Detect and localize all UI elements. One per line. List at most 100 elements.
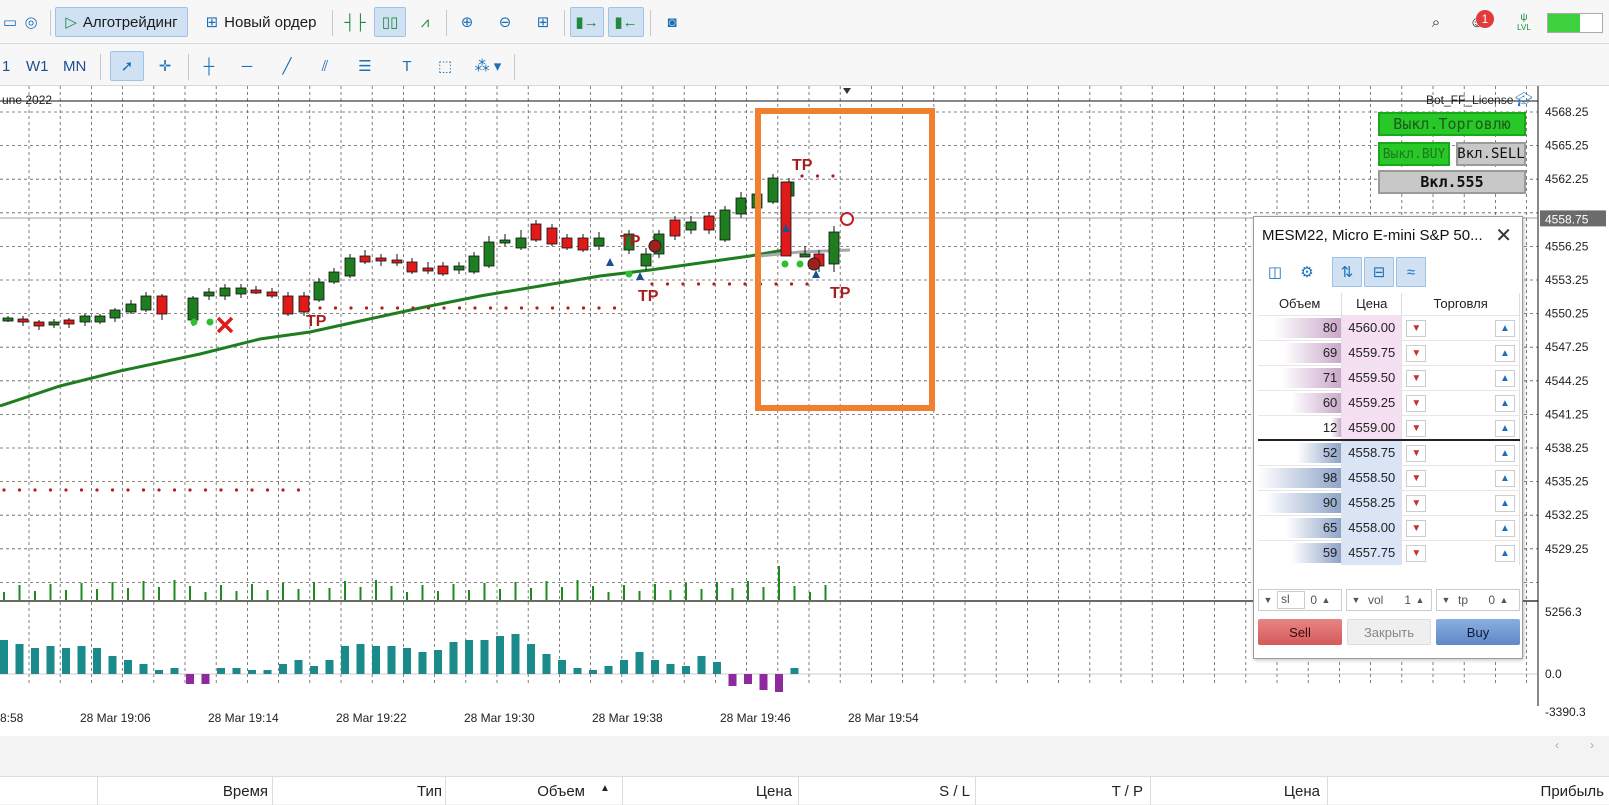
off-trading-button[interactable]: Выкл.Торговлю	[1378, 112, 1526, 136]
cursor-icon[interactable]: ➚	[110, 51, 144, 81]
time-column-header[interactable]: Время	[222, 783, 268, 800]
close-position-button[interactable]: Закрыть	[1347, 619, 1431, 645]
bid-row[interactable]: 98 4558.50 ▼ ▲	[1258, 464, 1520, 490]
horizontal-line-icon[interactable]: ─	[241, 57, 253, 75]
volume-column-header[interactable]: Объем	[537, 783, 585, 800]
up-arrow-icon[interactable]: ▲	[1415, 595, 1425, 605]
down-arrow-icon[interactable]: ▼	[1441, 595, 1451, 605]
price-cell[interactable]: 4558.25	[1341, 489, 1403, 515]
bid-row[interactable]: 65 4558.00 ▼ ▲	[1258, 514, 1520, 540]
connection-strength-bar[interactable]	[1547, 13, 1603, 33]
close-icon[interactable]: ✕	[1495, 225, 1512, 247]
tp-spinner[interactable]: ▼ tp 0 ▲	[1436, 589, 1520, 611]
buy-limit-icon[interactable]: ▲	[1495, 445, 1515, 462]
price-cell[interactable]: 4559.75	[1341, 339, 1403, 365]
bid-row[interactable]: 59 4557.75 ▼ ▲	[1258, 539, 1520, 565]
partial-icon[interactable]: ▭	[2, 14, 18, 31]
search-icon[interactable]: ⌕	[1431, 13, 1441, 31]
sl-value[interactable]: 0	[1310, 593, 1317, 607]
scroll-right-icon[interactable]: ›	[1590, 738, 1594, 752]
profit-column-header[interactable]: Прибыль	[1540, 783, 1604, 800]
sell-limit-icon[interactable]: ▼	[1406, 445, 1427, 462]
ticks-icon[interactable]: ⚙	[1300, 264, 1314, 281]
zoom-out-icon[interactable]: ⊖	[498, 14, 512, 31]
sell-limit-icon[interactable]: ▼	[1406, 394, 1427, 412]
chart-shift-icon[interactable]: ▮←	[608, 7, 644, 37]
volume-spinner[interactable]: ▼ vol 1 ▲	[1346, 589, 1432, 611]
grid-icon[interactable]: ⊞	[536, 14, 550, 31]
channel-icon[interactable]: ⫽	[321, 57, 329, 75]
vertical-line-icon[interactable]: ┼	[203, 57, 215, 75]
reverse-icon[interactable]: ⇅	[1332, 257, 1362, 287]
crosshair-icon[interactable]: ✛	[158, 58, 172, 75]
ask-row[interactable]: 80 4560.00 ▼ ▲	[1258, 314, 1520, 340]
buy-limit-icon[interactable]: ▲	[1495, 369, 1515, 387]
down-arrow-icon[interactable]: ▼	[1263, 595, 1273, 605]
price-cell[interactable]: 4559.00	[1341, 414, 1403, 440]
sell-limit-icon[interactable]: ▼	[1406, 494, 1427, 512]
price-column-header[interactable]: Цена	[755, 783, 792, 800]
sell-limit-icon[interactable]: ▼	[1406, 319, 1427, 337]
tp-value[interactable]: 0	[1488, 593, 1495, 607]
line-chart-icon[interactable]: ⩘	[420, 13, 430, 31]
ask-row[interactable]: 12 4559.00 ▼ ▲	[1258, 414, 1520, 440]
sl-column-header[interactable]: S / L	[939, 783, 970, 800]
buy-limit-icon[interactable]: ▲	[1495, 519, 1515, 537]
price-cell[interactable]: 4560.00	[1341, 314, 1403, 340]
ask-row[interactable]: 60 4559.25 ▼ ▲	[1258, 389, 1520, 415]
signals-icon[interactable]: ◎	[24, 14, 38, 31]
price-cell[interactable]: 4557.75	[1341, 539, 1403, 565]
price-cell[interactable]: 4559.25	[1341, 389, 1403, 415]
horizontal-scrollbar[interactable]: ‹ ›	[0, 736, 1609, 758]
type-column-header[interactable]: Тип	[416, 783, 442, 800]
timeframe-w1[interactable]: W1	[26, 57, 49, 75]
up-arrow-icon[interactable]: ▲	[1499, 595, 1509, 605]
sell-button[interactable]: Sell	[1258, 619, 1342, 645]
buy-limit-icon[interactable]: ▲	[1495, 469, 1515, 487]
screenshot-icon[interactable]: ◙	[667, 13, 677, 31]
timeframe-1[interactable]: 1	[2, 57, 11, 75]
price-cell[interactable]: 4558.75	[1341, 439, 1403, 465]
vol-value[interactable]: 1	[1404, 593, 1411, 607]
on-sell-button[interactable]: Вкл.SELL	[1456, 142, 1526, 166]
price-cell[interactable]: 4558.50	[1341, 464, 1403, 490]
buy-limit-icon[interactable]: ▲	[1495, 319, 1515, 337]
trendline-icon[interactable]: ╱	[282, 58, 292, 75]
price-cell[interactable]: 4558.00	[1341, 514, 1403, 540]
sell-limit-icon[interactable]: ▼	[1406, 469, 1427, 487]
sort-ascending-icon[interactable]: ▲	[600, 783, 610, 794]
ask-row[interactable]: 69 4559.75 ▼ ▲	[1258, 339, 1520, 365]
sl-spinner[interactable]: ▼ sl 0 ▲	[1258, 589, 1342, 611]
buy-limit-icon[interactable]: ▲	[1495, 494, 1515, 512]
off-buy-button[interactable]: Выкл.BUY	[1378, 142, 1450, 166]
center-icon[interactable]: ⊟	[1364, 257, 1394, 287]
price-cell[interactable]: 4559.50	[1341, 364, 1403, 390]
up-arrow-icon[interactable]: ▲	[1321, 595, 1331, 605]
buy-limit-icon[interactable]: ▲	[1495, 544, 1515, 562]
timeframe-mn[interactable]: MN	[63, 57, 87, 75]
chart-view-icon[interactable]: ◫	[1267, 264, 1283, 281]
buy-limit-icon[interactable]: ▲	[1495, 394, 1515, 412]
shapes-icon[interactable]: ⬚	[437, 58, 453, 75]
scroll-left-icon[interactable]: ‹	[1555, 738, 1559, 752]
buy-button[interactable]: Buy	[1436, 619, 1520, 645]
ask-row[interactable]: 71 4559.50 ▼ ▲	[1258, 364, 1520, 390]
buy-limit-icon[interactable]: ▲	[1495, 419, 1515, 437]
tp-column-header[interactable]: T / P	[1111, 783, 1143, 800]
text-icon[interactable]: T	[402, 57, 412, 75]
fibonacci-icon[interactable]: ☰	[358, 58, 372, 75]
signal-icon[interactable]: ≈	[1396, 257, 1426, 287]
autoscroll-icon[interactable]: ▮→	[570, 7, 604, 37]
bid-row[interactable]: 52 4558.75 ▼ ▲	[1258, 439, 1520, 465]
signal-level-icon[interactable]: ψ LVL	[1512, 7, 1536, 37]
bar-chart-icon[interactable]: ┤├	[344, 13, 366, 31]
sell-limit-icon[interactable]: ▼	[1406, 519, 1427, 537]
zoom-in-icon[interactable]: ⊕	[460, 14, 474, 31]
sell-limit-icon[interactable]: ▼	[1406, 369, 1427, 387]
sell-limit-icon[interactable]: ▼	[1406, 344, 1427, 362]
objects-menu-icon[interactable]: ⁂ ▾	[474, 58, 502, 75]
bid-row[interactable]: 90 4558.25 ▼ ▲	[1258, 489, 1520, 515]
sell-limit-icon[interactable]: ▼	[1406, 544, 1427, 562]
algotrading-button[interactable]: ▷ Алготрейдинг	[55, 7, 188, 37]
candlestick-icon[interactable]: ▯▯	[374, 7, 406, 37]
